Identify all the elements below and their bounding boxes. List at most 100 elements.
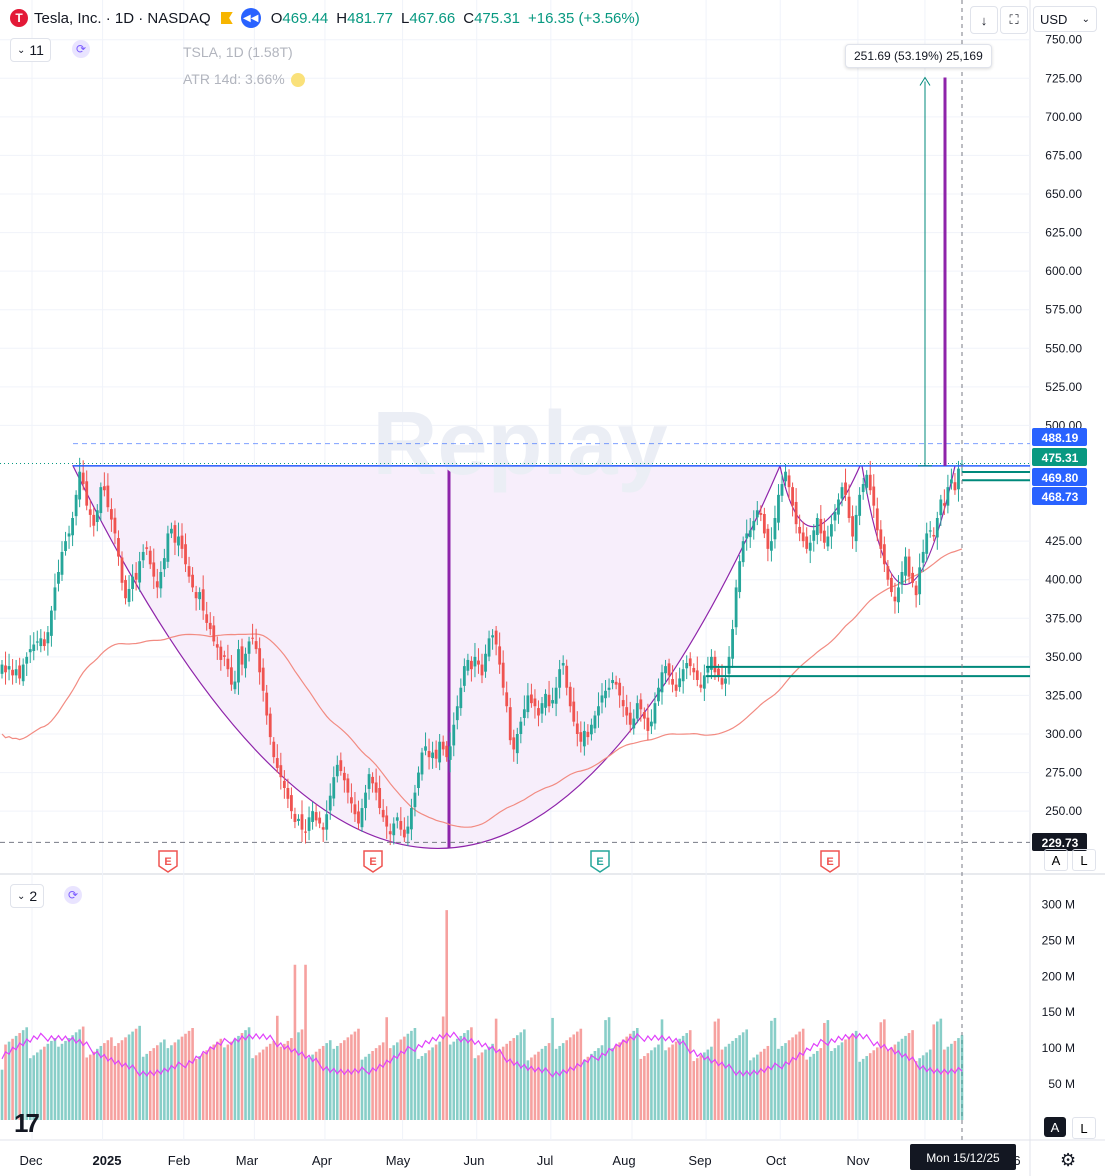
auto-scale-button[interactable]: A [1044,849,1068,871]
candle-body [515,734,519,754]
volume-bar [734,1038,738,1120]
log-scale-button[interactable]: L [1072,1117,1096,1139]
candle-body [568,686,572,707]
replay-rewind-icon[interactable]: ◀◀ [240,8,261,28]
volume-bar [275,1015,279,1120]
candle-body [674,684,678,691]
candle-body [582,730,586,747]
candle-body [106,485,110,508]
candle-body [812,530,816,541]
volume-axis[interactable]: 50 M 100 M 150 M 200 M 250 M 300 M [1042,897,1075,1091]
volume-bar [625,1036,629,1120]
volume-bar [67,1038,71,1120]
time-tick-label: Nov [846,1153,870,1168]
earnings-marker-icon [158,850,178,873]
tradingview-logo-icon[interactable]: 17 [14,1108,40,1138]
candle-body [635,703,639,719]
candle-body [420,752,424,775]
atr-color-dot[interactable] [290,73,305,88]
volume-bar [57,1046,60,1120]
volume-bar [787,1040,791,1120]
currency-select[interactable]: USD ⌄ [1033,6,1097,32]
volume-bar [780,1045,784,1120]
volume-bar [660,1019,664,1120]
time-tick-label: Mar [236,1153,259,1168]
sync-icon[interactable]: ⟳ [64,886,82,904]
candle-body [455,706,459,721]
candle-body [642,712,646,719]
price-label-box [1032,428,1087,446]
candle-body [201,589,205,611]
volume-bar [226,1044,230,1120]
sync-icon[interactable]: ⟳ [72,40,90,58]
candle-body [678,678,682,688]
candle-body [530,694,533,704]
volume-bar [346,1037,350,1120]
candle-body [417,772,420,788]
indicators-toggle-button[interactable]: ⌄ 11 [10,38,51,62]
volume-bar [565,1040,569,1120]
volume-bar [695,1058,699,1120]
candle-body [78,471,82,500]
volume-bar [371,1051,374,1120]
candle-body [14,669,18,676]
volume-bar [212,1044,216,1120]
volume-bar [113,1045,117,1120]
fullscreen-button[interactable]: ⛶ [1000,6,1028,34]
flag-icon[interactable] [220,12,233,24]
volume-indicators-toggle-button[interactable]: ⌄ 2 [10,884,45,908]
candle-body [290,795,293,812]
volume-bar [784,1043,787,1120]
candle-body [522,709,526,718]
log-scale-button[interactable]: L [1072,849,1096,871]
candlestick-series [0,457,964,847]
candle-body [311,811,314,822]
volume-bar [935,1021,939,1120]
candle-body [925,533,929,554]
candle-body [480,664,484,676]
gear-icon[interactable]: ⚙ [1060,1150,1077,1170]
download-button[interactable]: ↓ [970,6,998,34]
price-tick-label: 675.00 [1045,148,1082,162]
volume-bar [766,1045,770,1120]
time-tick-label: 2025 [93,1153,122,1168]
candle-body [240,646,244,665]
auto-scale-button[interactable]: A [1044,1117,1066,1137]
candle-body [575,723,579,734]
candle-body [826,536,830,547]
price-label-text: 469.80 [1042,471,1079,485]
volume-bar [332,1048,336,1120]
candle-body [307,817,311,831]
symbol-title[interactable]: Tesla, Inc. · 1D · NASDAQ [34,9,211,27]
candle-body [32,644,36,651]
volume-bar [875,1047,879,1120]
candle-body [141,551,145,561]
volume-bar [350,1034,353,1120]
volume-bar [431,1047,434,1120]
volume-bar [731,1040,734,1120]
candle-body [230,667,233,685]
candle-body [155,581,159,588]
time-axis[interactable]: Dec 2025 Feb Mar Apr May Jun Jul Aug Sep Oct Nov Mon… [19,1144,1021,1170]
candle-body [350,797,353,804]
volume-bar [141,1056,145,1120]
volume-bar [586,1056,590,1120]
candle-body [519,721,523,734]
candle-body [734,587,738,628]
volume-bar [833,1048,837,1120]
volume-bar [187,1030,191,1120]
candle-body [124,580,127,599]
volume-bar [258,1052,261,1120]
candle-body [844,482,847,495]
price-axis[interactable]: 250.00 275.00 300.00 325.00 350.00 375.00 400.… [1045,33,1082,818]
candle-body [946,487,950,506]
volume-bar [667,1047,671,1120]
volume-bar [671,1044,674,1120]
candle-body [342,772,346,781]
candle-body [18,665,22,679]
volume-tick-label: 50 M [1048,1077,1075,1091]
volume-bar [791,1037,794,1120]
volume-tick-label: 100 M [1042,1041,1075,1055]
